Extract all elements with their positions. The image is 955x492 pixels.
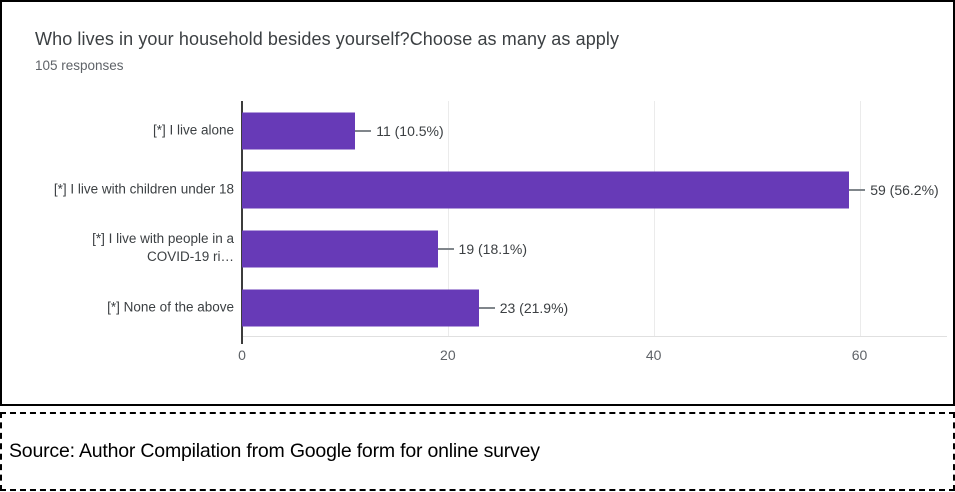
gridline — [447, 101, 449, 337]
category-label: [*] None of the above — [107, 299, 234, 315]
source-caption: Source: Author Compilation from Google f… — [9, 440, 540, 462]
data-label: 59 (56.2%) — [870, 181, 939, 198]
bar — [242, 289, 479, 326]
x-tick-label: 40 — [645, 347, 662, 363]
data-label: 11 (10.5%) — [376, 122, 444, 139]
source-caption-box: Source: Author Compilation from Google f… — [0, 412, 955, 491]
plot-area: [*] I live alone 11 (10.5%) [*] I live wit… — [54, 101, 947, 363]
survey-chart-card: Who lives in your household besides your… — [0, 0, 955, 406]
chart-row: [*] I live with children under 18 59 (56.… — [54, 160, 947, 219]
category-label: [*] I live with children under 18 — [53, 181, 234, 197]
chart-row: [*] None of the above 23 (21.9%) — [107, 278, 947, 337]
data-label: 23 (21.9%) — [499, 299, 569, 316]
bar — [242, 230, 438, 267]
data-label-connector — [355, 129, 372, 132]
bar — [242, 112, 356, 149]
chart-response-count: 105 responses — [35, 58, 124, 73]
x-tick-label: 0 — [238, 347, 246, 363]
chart-title: Who lives in your household besides your… — [35, 29, 620, 49]
gridlines — [242, 101, 947, 337]
category-label: [*] I live alone — [152, 122, 234, 138]
data-label-connector — [437, 247, 454, 250]
chart-rows: [*] I live alone 11 (10.5%) [*] I live wit… — [54, 101, 947, 337]
x-tick-label: 60 — [851, 347, 868, 363]
bar — [242, 171, 850, 208]
gridline — [653, 101, 655, 337]
chart-row: [*] I live alone 11 (10.5%) — [153, 101, 947, 160]
chart-row: [*] I live with people in a COVID-19 ri…… — [92, 219, 947, 278]
data-label-connector — [478, 306, 495, 309]
category-label: [*] I live with people in a COVID-19 ri… — [92, 230, 234, 265]
data-label: 19 (18.1%) — [458, 240, 528, 257]
y-axis-line — [241, 101, 243, 344]
data-label-connector — [849, 188, 866, 191]
x-tick-label: 20 — [440, 347, 456, 363]
x-axis-ticks: 0 20 40 60 — [238, 337, 947, 363]
x-axis-line — [242, 336, 947, 337]
gridline — [859, 101, 861, 337]
